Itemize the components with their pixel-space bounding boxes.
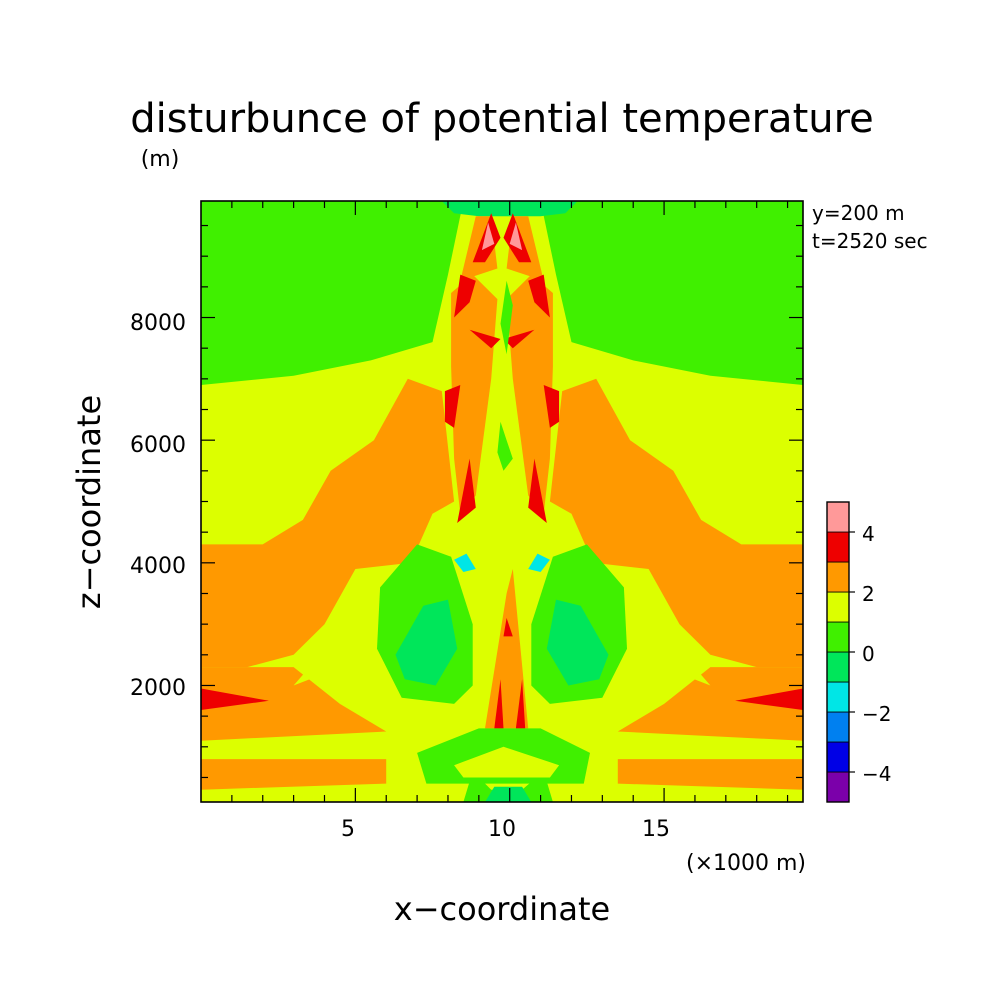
contour-region-2-3-7 (201, 759, 387, 790)
contour-region-neg1-0-13 (395, 599, 458, 686)
colorbar-cell--3-to--2 (826, 711, 850, 743)
contour-region-neg2-neg1-16 (528, 553, 550, 572)
x-axis-label: x−coordinate (394, 890, 610, 928)
chart-title: disturbunce of potential temperature (130, 96, 874, 142)
contour-region-2-3-3 (201, 378, 455, 668)
colorbar-cell--5-to--4 (826, 771, 850, 803)
contour-region-3-4-30 (528, 458, 547, 523)
x-unit-label: (×1000 m) (686, 851, 806, 876)
tick-labels: 5 10 15 2000 4000 6000 8000 (130, 311, 670, 842)
contour-region-3-4-34 (494, 679, 504, 729)
contour-region-0-1-0 (201, 201, 464, 385)
contour-region-3-4-37 (201, 688, 269, 710)
colorbar: 4 2 0 −2 −4 (826, 501, 891, 803)
contour-region-3-4-35 (515, 679, 526, 729)
y-tick-label-4000: 4000 (130, 554, 186, 579)
colorbar-cell-3-to-4 (826, 531, 850, 563)
contour-region-3-4-31 (469, 329, 501, 349)
contour-region-2-3-4 (549, 378, 803, 668)
contour-region-3-4-36 (503, 618, 513, 637)
colorbar-label-0: 0 (862, 642, 875, 666)
contour-region-3-4-22 (528, 274, 550, 318)
contour-region-3-4-28 (543, 385, 560, 428)
contour-region-4-5-25 (481, 222, 495, 251)
x-tick-label-15: 15 (642, 817, 670, 842)
colorbar-ticks (849, 531, 855, 773)
contour-region-3-4-32 (503, 329, 535, 349)
contour-region-0-1-44 (497, 421, 513, 471)
colorbar-cell--4-to--3 (826, 741, 850, 773)
colorbar-cell-0-to-1 (826, 621, 850, 653)
x-tick-label-5: 5 (341, 817, 355, 842)
y-axis-label: z−coordinate (70, 395, 108, 609)
contour-region-2-3-33 (485, 569, 529, 729)
contour-region-3-4-21 (454, 274, 476, 318)
contour-region-3-4-29 (457, 458, 476, 523)
axis-ticks (201, 201, 803, 802)
colorbar-cells (826, 501, 850, 803)
contour-region-neg1-0-14 (546, 599, 609, 686)
colorbar-label-neg4: −4 (862, 762, 891, 786)
contour-region-0-1-45 (500, 280, 513, 355)
annotation-t: t=2520 sec (812, 229, 928, 253)
contour-region-3-4-27 (444, 385, 461, 428)
annotation-y: y=200 m (812, 201, 905, 225)
colorbar-cell--2-to--1 (826, 681, 850, 713)
contour-layer (201, 201, 803, 802)
x-tick-label-10: 10 (488, 817, 516, 842)
colorbar-cell-4-to-5 (826, 501, 850, 533)
contour-region-2-3-18 (506, 274, 553, 514)
y-unit-label: (m) (141, 147, 180, 172)
colorbar-cell--1-to-0 (826, 651, 850, 683)
contour-region-1-2-42 (454, 746, 560, 778)
contour-region-2-3-5 (201, 667, 387, 741)
colorbar-cell-2-to-3 (826, 561, 850, 593)
contour-region-3-4-38 (735, 688, 803, 710)
contour-region-2-3-17 (451, 274, 498, 514)
colorbar-label-2: 2 (862, 582, 875, 606)
contour-region-neg2-neg1-15 (454, 553, 476, 572)
y-tick-label-6000: 6000 (130, 433, 186, 458)
contour-region-4-5-26 (509, 222, 523, 251)
colorbar-label-neg2: −2 (862, 702, 891, 726)
contour-region-2-3-6 (617, 667, 803, 741)
contour-region-2-3-8 (617, 759, 803, 790)
y-tick-label-8000: 8000 (130, 311, 186, 336)
colorbar-label-4: 4 (862, 522, 875, 546)
plot-frame (200, 200, 804, 803)
contour-region-0-1-39 (463, 771, 553, 802)
y-tick-label-2000: 2000 (130, 676, 186, 701)
contour-region-neg1-0-40 (485, 786, 532, 802)
colorbar-cell-1-to-2 (826, 591, 850, 623)
contour-region-0-1-1 (540, 201, 803, 385)
